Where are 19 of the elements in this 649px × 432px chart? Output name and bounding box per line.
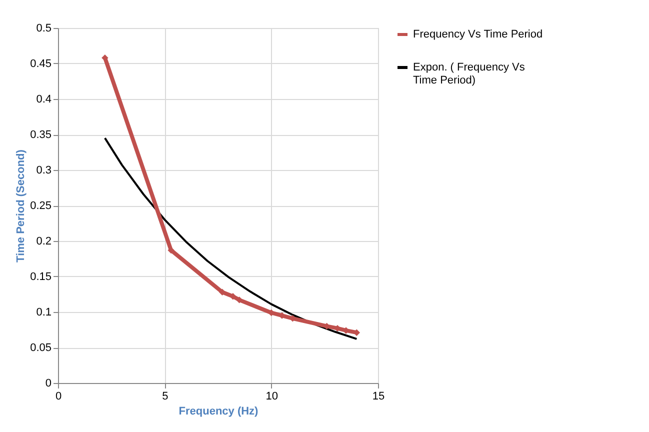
y-tick-label: 0.25 [30,200,52,212]
y-tick-label: 0.2 [36,236,52,248]
x-tick-label: 5 [162,390,168,402]
legend-label: Frequency Vs Time Period [413,28,543,40]
y-tick-label: 0.5 [36,22,52,34]
y-tick-label: 0.15 [30,271,52,283]
legend-label: Expon. ( Frequency Vs Time Period) [413,62,526,86]
x-tick-label: 10 [266,390,278,402]
y-tick-label: 0 [45,378,52,390]
x-axis-title: Frequency (Hz) [178,406,259,418]
y-tick-label: 0.05 [30,342,52,354]
y-tick-label: 0.35 [30,129,52,141]
y-tick-label: 0.4 [36,94,52,106]
y-tick-label: 0.1 [36,306,52,318]
x-tick-label: 15 [372,390,385,402]
y-axis-title: Time Period (Second) [15,149,28,262]
x-tick-label: 0 [55,390,62,402]
y-tick-label: 0.3 [36,164,52,176]
y-tick-label: 0.45 [30,58,52,70]
